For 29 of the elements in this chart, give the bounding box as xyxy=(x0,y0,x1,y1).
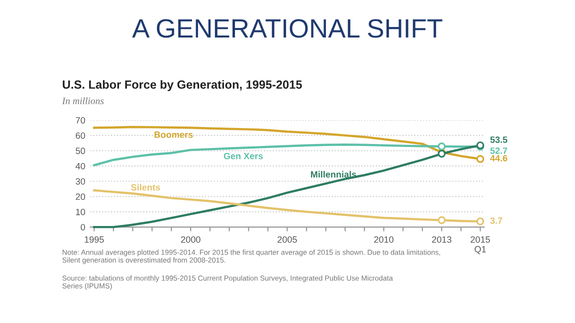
data-label: 44.6 xyxy=(490,154,508,162)
point xyxy=(438,142,446,150)
y-tick-label: 20 xyxy=(76,193,86,200)
y-axis-title: In millions xyxy=(62,97,104,104)
chart-subtitle: U.S. Labor Force by Generation, 1995-2015 xyxy=(62,80,302,92)
x-tick-label: 2015 Q1 xyxy=(470,236,490,254)
x-tick-label: 2000 xyxy=(181,236,200,243)
data-label: 52.7 xyxy=(490,147,508,154)
y-tick-label: 10 xyxy=(76,208,86,216)
x-tick-label: 2013 xyxy=(432,236,452,243)
data-label: 3.7 xyxy=(490,217,502,224)
y-tick-label: 0 xyxy=(80,224,86,230)
chart-title: A GENERATIONAL SHIFT xyxy=(132,19,442,38)
point xyxy=(476,218,484,226)
series-label: Millennials xyxy=(310,170,356,178)
y-tick-label: 50 xyxy=(76,148,86,154)
point xyxy=(476,155,484,163)
y-tick-label: 70 xyxy=(76,117,86,124)
data-label: 53.5 xyxy=(490,136,508,143)
y-tick-label: 30 xyxy=(76,178,86,185)
series-label: Boomers xyxy=(154,132,193,138)
y-tick-label: 40 xyxy=(76,162,86,170)
x-tick-label: 2010 xyxy=(374,236,394,243)
series-label: Silents xyxy=(131,184,160,191)
y-tick-label: 60 xyxy=(76,132,86,139)
x-tick-label: 2005 xyxy=(278,236,297,243)
series-label: Gen Xers xyxy=(224,152,263,160)
x-tick-label: 1995 xyxy=(84,236,104,243)
point xyxy=(438,216,446,224)
